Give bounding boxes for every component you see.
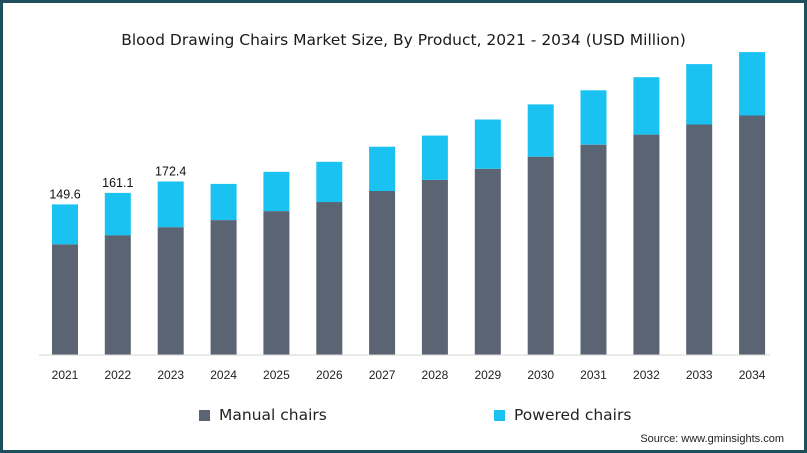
bar-manual-chairs-2026 — [316, 202, 343, 355]
legend-swatch-powered-chairs — [494, 409, 505, 421]
bar-powered-chairs-2028 — [421, 135, 448, 180]
bar-manual-chairs-2029 — [474, 168, 501, 355]
bar-manual-chairs-2025 — [263, 211, 290, 355]
x-tick-label-2032: 2032 — [633, 368, 660, 382]
data-label-2022: 161.1 — [102, 176, 133, 190]
x-tick-label-2031: 2031 — [580, 368, 607, 382]
bar-manual-chairs-2027 — [369, 190, 396, 355]
x-tick-label-2033: 2033 — [686, 368, 713, 382]
bars-group — [52, 52, 766, 355]
x-tick-label-2022: 2022 — [104, 368, 131, 382]
x-axis-ticks: 2021 2022 2023 2024 2025 2026 2027 2028 2029 2030… — [52, 368, 766, 382]
bar-powered-chairs-2033 — [686, 64, 713, 125]
bar-manual-chairs-2021 — [52, 244, 78, 355]
bar-powered-chairs-2031 — [580, 90, 607, 145]
bar-manual-chairs-2023 — [157, 227, 184, 355]
bar-powered-chairs-2025 — [263, 171, 290, 212]
data-labels-group: 149.6 161.1 172.4 — [49, 165, 186, 202]
bar-manual-chairs-2032 — [633, 134, 660, 355]
legend: Manual chairs Powered chairs — [3, 406, 804, 430]
bar-manual-chairs-2024 — [210, 220, 237, 355]
legend-item-powered-chairs: Powered chairs — [494, 406, 631, 424]
bar-powered-chairs-2034 — [739, 52, 766, 116]
x-tick-label-2034: 2034 — [739, 368, 766, 382]
bar-powered-chairs-2030 — [527, 104, 554, 157]
bar-manual-chairs-2031 — [580, 144, 607, 355]
legend-swatch-manual-chairs — [199, 409, 210, 421]
legend-label-manual-chairs: Manual chairs — [219, 406, 327, 424]
bar-powered-chairs-2023 — [157, 181, 184, 228]
bar-powered-chairs-2027 — [369, 146, 396, 191]
x-tick-label-2029: 2029 — [474, 368, 501, 382]
x-tick-label-2021: 2021 — [52, 368, 79, 382]
bar-manual-chairs-2028 — [421, 179, 448, 355]
legend-item-manual-chairs: Manual chairs — [199, 406, 327, 424]
bar-manual-chairs-2033 — [686, 124, 713, 355]
data-label-2023: 172.4 — [155, 165, 186, 179]
bar-powered-chairs-2024 — [210, 183, 237, 221]
bar-powered-chairs-2026 — [316, 161, 343, 203]
bar-manual-chairs-2034 — [739, 115, 766, 355]
bar-powered-chairs-2032 — [633, 77, 660, 135]
bar-manual-chairs-2022 — [104, 235, 131, 355]
x-tick-label-2027: 2027 — [369, 368, 396, 382]
bar-powered-chairs-2021 — [52, 204, 78, 245]
bar-powered-chairs-2022 — [104, 192, 131, 236]
data-label-2021: 149.6 — [49, 187, 80, 201]
legend-label-powered-chairs: Powered chairs — [514, 406, 632, 424]
x-tick-label-2024: 2024 — [210, 368, 237, 382]
x-tick-label-2023: 2023 — [157, 368, 184, 382]
x-tick-label-2026: 2026 — [316, 368, 343, 382]
x-tick-label-2025: 2025 — [263, 368, 290, 382]
x-tick-label-2028: 2028 — [422, 368, 449, 382]
bar-manual-chairs-2030 — [527, 156, 554, 355]
chart-title: Blood Drawing Chairs Market Size, By Pro… — [121, 31, 686, 49]
bar-powered-chairs-2029 — [474, 119, 501, 169]
x-tick-label-2030: 2030 — [527, 368, 554, 382]
chart-plot: 149.6 161.1 172.4 2021 2022 2023 2024 2025 2026… — [39, 52, 770, 382]
source-note: Source: www.gminsights.com — [640, 433, 784, 445]
